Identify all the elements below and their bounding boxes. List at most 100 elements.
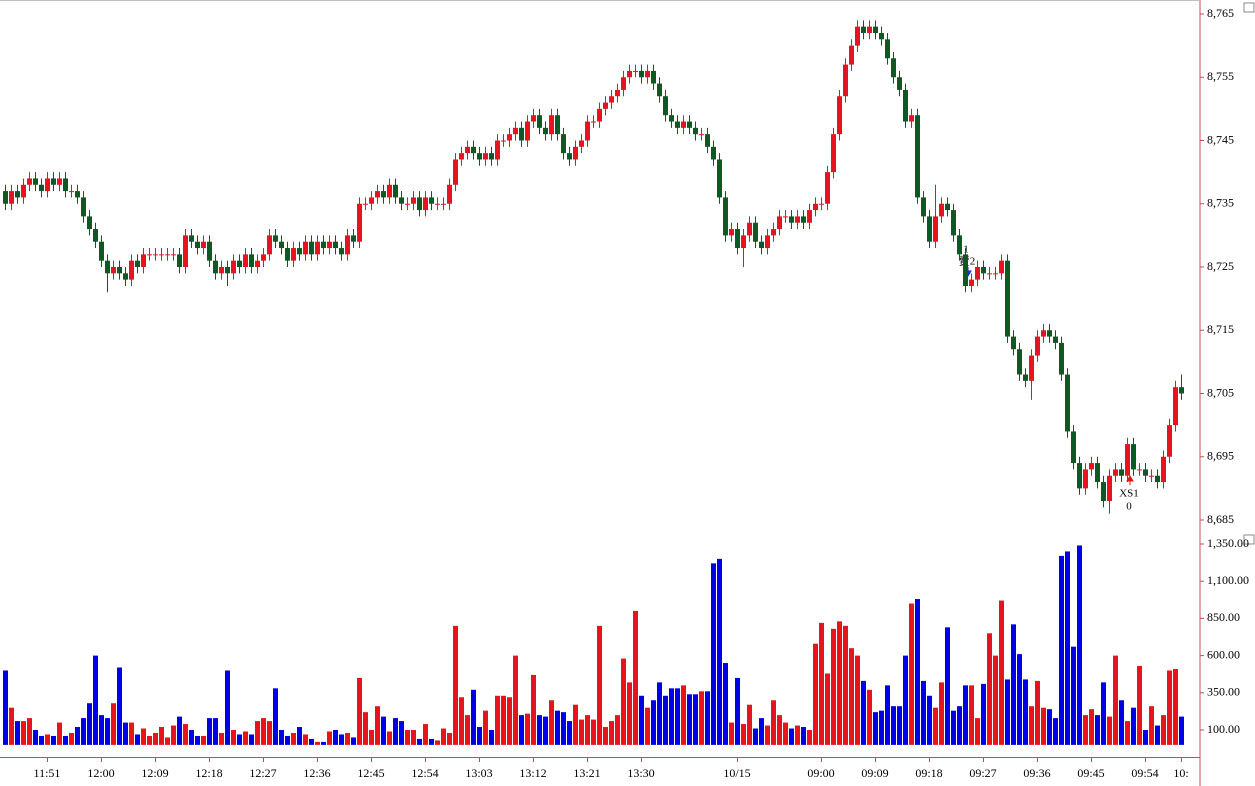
candle-body	[963, 254, 968, 286]
volume-bar	[201, 735, 206, 745]
volume-bar	[387, 731, 392, 745]
volume-bar	[603, 727, 608, 745]
volume-bar	[981, 683, 986, 745]
candle-body	[321, 241, 326, 249]
candle-body	[9, 191, 14, 204]
volume-bar	[153, 732, 158, 745]
volume-bar	[789, 728, 794, 745]
candle-body	[813, 203, 818, 211]
volume-bar	[741, 724, 746, 745]
x-tick-label: 10:	[1173, 766, 1188, 780]
candle-body	[327, 241, 332, 249]
volume-bar	[729, 722, 734, 745]
volume-bar	[159, 727, 164, 745]
volume-bar	[795, 725, 800, 745]
candle-body	[435, 203, 440, 205]
panel-button[interactable]	[1243, 534, 1255, 545]
candle-body	[537, 115, 542, 128]
candle-body	[1161, 456, 1166, 483]
candle-body	[39, 184, 44, 192]
volume-bar	[1005, 679, 1010, 745]
candle-body	[267, 235, 272, 255]
volume-bar	[537, 715, 542, 745]
volume-bar	[297, 727, 302, 745]
volume-bar	[33, 730, 38, 745]
volume-bar	[189, 730, 194, 745]
candle-body	[465, 146, 470, 154]
volume-bar	[837, 621, 842, 745]
volume-bar	[165, 737, 170, 745]
volume-bar	[495, 695, 500, 745]
volume-bar	[591, 719, 596, 745]
candle-body	[939, 203, 944, 217]
volume-bar	[963, 685, 968, 745]
candle-body	[183, 235, 188, 267]
candle-body	[243, 254, 248, 267]
volume-bar	[585, 715, 590, 745]
candle-body	[213, 260, 218, 274]
candle-body	[549, 115, 554, 135]
candle-body	[477, 153, 482, 160]
volume-bar	[171, 725, 176, 745]
candle-body	[903, 89, 908, 122]
candle-body	[69, 191, 74, 193]
volume-bar	[45, 734, 50, 745]
candle-body	[57, 178, 62, 185]
volume-bar	[93, 655, 98, 745]
candle-body	[867, 26, 872, 33]
volume-bar	[669, 688, 674, 745]
candle-body	[495, 140, 500, 160]
volume-bar	[711, 563, 716, 745]
volume-bar	[63, 735, 68, 745]
candle-body	[1023, 374, 1028, 381]
candle-body	[147, 254, 152, 256]
volume-bar	[567, 721, 572, 745]
volume-bar	[243, 731, 248, 745]
candle-body	[489, 153, 494, 160]
candle-body	[519, 127, 524, 141]
candle-body	[609, 96, 614, 103]
volume-bar	[429, 738, 434, 745]
candle-body	[1065, 374, 1070, 432]
volume-bar	[435, 740, 440, 745]
candle-body	[1071, 431, 1076, 464]
candle-body	[927, 216, 932, 242]
candle-body	[1155, 475, 1160, 483]
candle-body	[933, 216, 938, 242]
candle-body	[513, 127, 518, 135]
volume-bar	[681, 685, 686, 745]
volume-bar	[663, 695, 668, 745]
volume-bar	[525, 713, 530, 745]
candle-body	[837, 96, 842, 135]
x-tick-label: 09:00	[807, 766, 834, 780]
candle-body	[1113, 469, 1118, 476]
volume-bar	[1173, 668, 1178, 745]
y-tick-label: 1,350.00	[1207, 536, 1249, 550]
candle-body	[771, 229, 776, 236]
candle-body	[747, 222, 752, 236]
candle-body	[429, 197, 434, 204]
volume-bar	[579, 719, 584, 745]
candle-body	[21, 184, 26, 198]
volume-bar	[1059, 555, 1064, 745]
y-tick-label: 1,100.00	[1207, 573, 1249, 587]
candle-body	[483, 153, 488, 160]
candle-body	[573, 146, 578, 160]
candle-body	[1011, 336, 1016, 350]
volume-bar	[1131, 707, 1136, 745]
candle-body	[93, 229, 98, 242]
volume-bar	[771, 700, 776, 745]
candle-body	[1089, 463, 1094, 470]
volume-bar	[1035, 680, 1040, 745]
volume-bar	[951, 710, 956, 745]
candle-body	[309, 241, 314, 255]
candle-body	[1095, 463, 1100, 483]
volume-bar	[651, 700, 656, 745]
volume-bar	[1167, 670, 1172, 745]
panel-button[interactable]	[1243, 2, 1255, 13]
candle-body	[621, 77, 626, 90]
candle-body	[615, 89, 620, 97]
candle-body	[567, 153, 572, 160]
candle-body	[765, 235, 770, 249]
